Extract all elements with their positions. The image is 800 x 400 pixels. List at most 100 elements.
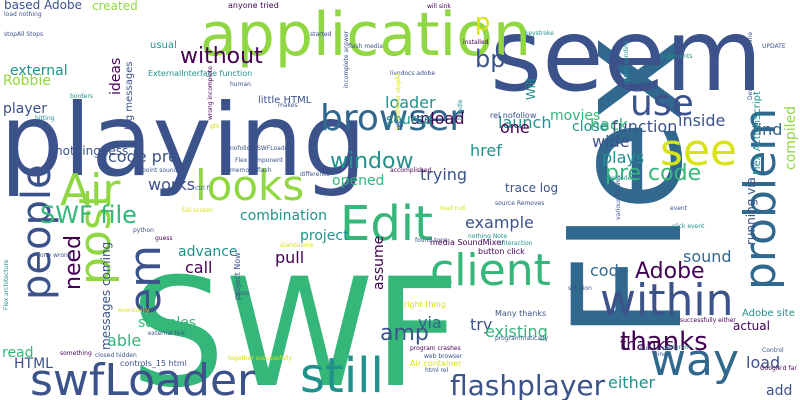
word-actual: actual	[733, 319, 770, 333]
word-found-tons: found tons	[415, 237, 447, 244]
word-livedocs-adobe: livedocs adobe	[390, 70, 435, 77]
word-externalinterface-function: ExternalInterface function	[148, 69, 252, 78]
word-anyone-tried: anyone tried	[228, 1, 279, 10]
word-running-via: running via	[744, 177, 758, 245]
word-swf-file: SWF file	[40, 201, 137, 229]
word-seem: seem	[490, 0, 763, 114]
word-gtk: gtk	[210, 123, 220, 130]
word-player: player	[3, 101, 47, 117]
word-stopall-stops: stopAll Stops	[4, 31, 43, 38]
word-air: Air	[60, 165, 121, 216]
word-plays: plays	[602, 148, 644, 167]
word-html-rel: html rel	[425, 367, 449, 374]
word-load-nothing: load nothing	[4, 11, 42, 18]
word-sound: sound	[683, 247, 732, 266]
word-wrong-incomplete: wrong incomplete	[207, 66, 214, 120]
word-post: post	[70, 190, 121, 285]
word-based-adobe: based Adobe	[4, 0, 82, 12]
word-adobe-site: Adobe site	[742, 308, 795, 319]
word-usual: usual	[150, 40, 177, 51]
word-python: python	[133, 227, 154, 234]
word-inside: inside	[678, 111, 725, 130]
word-without: without	[180, 44, 263, 69]
word-edit: Edit	[340, 196, 433, 252]
word-something: something	[60, 350, 92, 357]
word-created: created	[92, 0, 138, 13]
word-href: href	[470, 141, 502, 160]
word-robbie: Robbie	[3, 73, 51, 89]
word-use: use	[630, 83, 694, 124]
word-function: function	[612, 117, 677, 136]
word-external-link: external link	[148, 330, 186, 337]
word-event: event	[670, 205, 688, 212]
word-adobe: Adobe	[635, 259, 705, 284]
word-control: Control	[762, 347, 784, 354]
word-flash-media: flash media	[348, 43, 383, 50]
word-soundmixer-stopall: SoundMixer stopAll	[395, 72, 402, 130]
word-point-sound: point sound	[142, 167, 178, 174]
word-source-removes: source Removes	[495, 200, 544, 207]
word-programmatically: programmatically	[495, 335, 548, 342]
word-samples: samples	[138, 315, 196, 331]
word-log-messages: log messages	[124, 61, 135, 130]
word-movies: movies	[550, 108, 600, 124]
word-sleep: sleep	[273, 123, 289, 130]
word-full-screen: full screen	[182, 207, 213, 214]
word-wide: wide	[592, 132, 630, 151]
word-try: try	[470, 315, 492, 334]
word-trying: trying	[420, 165, 467, 184]
word-bp: bp	[475, 45, 505, 73]
word-ideas: ideas	[108, 58, 124, 95]
word-people: people	[14, 164, 60, 300]
word-looks: looks	[195, 161, 304, 210]
word-eventually: eventually	[118, 307, 150, 314]
word-pre-code: pre code	[605, 175, 632, 182]
word-hitting: hitting	[35, 115, 55, 122]
word-solution: solution	[568, 285, 592, 292]
word-flex-actionscript: Flex ActionScript	[752, 91, 763, 175]
word-will-sink: will sink	[427, 3, 451, 10]
word-em: em	[120, 245, 171, 315]
word-combination: combination	[240, 208, 327, 224]
word-accomplished: accomplished	[390, 167, 432, 174]
word-rel-nofollow: rel nofollow	[490, 111, 537, 120]
word-guess: guess	[155, 235, 173, 242]
word-borders: borders	[70, 93, 93, 100]
word-pre-code: pre code	[605, 161, 701, 186]
word-still: still	[300, 348, 384, 400]
word-advance: advance	[178, 244, 238, 260]
word-able: able	[107, 331, 141, 350]
word-close: close	[572, 119, 608, 135]
word-via: via	[418, 313, 442, 332]
word-line: line	[656, 351, 667, 358]
word-loader: loader	[385, 93, 436, 112]
word-nothing-note: nothing Note	[468, 233, 507, 240]
word-various-forums: various forums	[615, 175, 622, 220]
word-project: project	[300, 228, 349, 244]
word-p: p	[475, 8, 490, 36]
word-within: within	[600, 275, 733, 326]
word-keystroke: keystroke	[525, 30, 554, 37]
word-hack: hack	[590, 115, 629, 134]
word-button-click: button click	[478, 247, 525, 256]
word-read: read	[2, 345, 34, 361]
word-amp: amp	[380, 321, 429, 346]
word-trace-log: trace log	[505, 181, 558, 195]
word-existing: existing	[485, 322, 548, 341]
word-source: source	[386, 112, 433, 128]
word-flex-architecture: Flex architecture	[3, 259, 10, 310]
word-one: one	[500, 118, 530, 137]
word-client: client	[430, 245, 551, 296]
word-flex: Flex	[542, 34, 716, 340]
word-makes: makes	[278, 102, 298, 109]
word-arguments: arguments	[660, 53, 692, 60]
word-works: works	[148, 175, 195, 194]
word-problem: problem	[735, 108, 786, 290]
word-unload: unload	[410, 109, 464, 128]
word-closed-hidden: closed hidden	[95, 352, 137, 359]
word-standalone: standalone	[280, 242, 314, 249]
word-web-browser: web browser	[424, 353, 463, 360]
word-media-soundmixer: media SoundMixer	[430, 238, 505, 247]
word-flashplayer: flashplayer	[450, 369, 606, 400]
